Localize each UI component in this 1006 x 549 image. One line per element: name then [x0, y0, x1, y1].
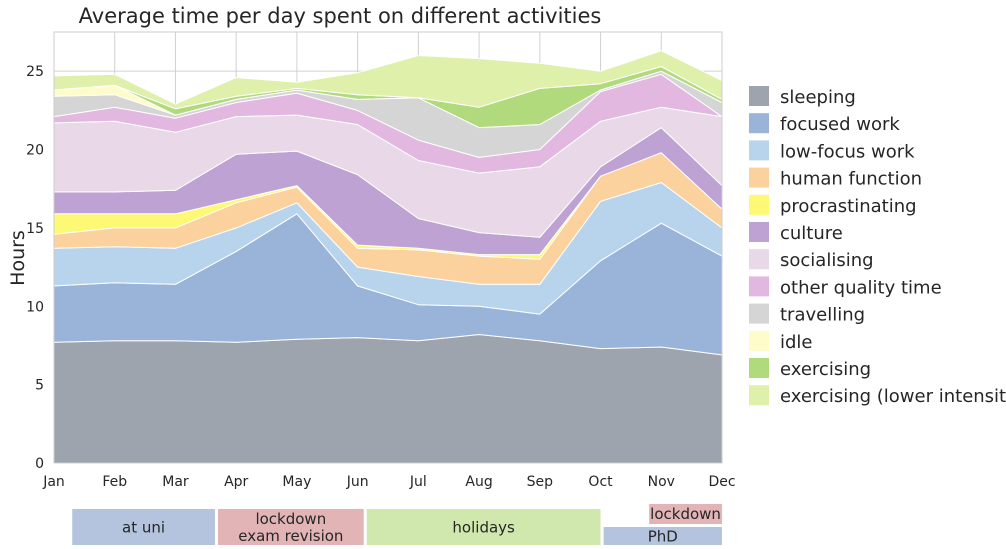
x-tick-label: Nov [648, 474, 675, 490]
area-sleeping [53, 334, 723, 464]
period-band [217, 509, 364, 546]
x-tick-label: Jun [346, 474, 369, 490]
legend-label: socialising [780, 250, 874, 271]
y-tick-label: 5 [35, 378, 44, 394]
plot-border [53, 31, 723, 464]
period-label: lockdown [650, 505, 721, 523]
legend-swatch [749, 358, 769, 378]
period-band [72, 509, 215, 546]
period-label: lockdown exam revision [238, 510, 343, 545]
x-tick-label: Feb [102, 474, 127, 490]
legend-swatch [749, 249, 769, 270]
legend-swatch [749, 385, 769, 406]
legend-swatch [749, 303, 769, 324]
legend-label: focused work [780, 114, 900, 135]
legend-swatch [749, 276, 769, 297]
chart-title: Average time per day spent on different … [79, 4, 602, 28]
x-tick-label: Mar [162, 474, 189, 490]
x-tick-label: Apr [224, 474, 248, 490]
period-bands: at uni lockdown exam revision holidays PhD lo… [72, 504, 722, 546]
period-label: at uni [122, 519, 165, 537]
x-tick-label: Aug [465, 474, 492, 490]
y-axis-label: Hours [7, 230, 29, 286]
x-tick-label: May [282, 474, 311, 490]
y-tick-label: 20 [26, 143, 44, 159]
x-tick-label: Oct [588, 474, 613, 490]
period-label: holidays [452, 519, 515, 537]
legend-label: idle [780, 332, 813, 353]
x-tick-labels: Jan Feb Mar Apr May Jun Jul Aug Sep Oct Nov Dec [42, 474, 735, 490]
y-tick-label: 0 [35, 456, 44, 472]
legend-label: other quality time [780, 277, 942, 298]
legend-swatch [749, 222, 769, 242]
legend-swatch [749, 167, 769, 188]
legend-label: exercising [780, 359, 871, 380]
legend-label: culture [780, 223, 843, 244]
x-tick-label: Jan [42, 474, 65, 490]
plot-frame [53, 31, 723, 464]
y-tick-label: 10 [26, 299, 44, 315]
legend-swatch [749, 194, 769, 215]
legend-label: human function [780, 169, 922, 190]
legend-swatch [749, 140, 769, 161]
legend-label: travelling [780, 305, 865, 326]
x-tick-label: Jul [409, 474, 427, 490]
period-label: PhD [648, 528, 678, 546]
x-tick-label: Dec [708, 474, 735, 490]
legend-label: sleeping [780, 87, 856, 108]
y-tick-label: 25 [26, 64, 44, 80]
period-band [649, 504, 722, 524]
y-tick-labels: 0 5 10 15 20 25 [26, 64, 44, 472]
stacked-areas [53, 50, 723, 464]
legend-label: exercising (lower intensity) [780, 386, 1006, 407]
legend-label: low-focus work [780, 141, 915, 162]
period-band [603, 527, 722, 546]
legend-swatch [749, 330, 769, 351]
period-band [366, 509, 601, 546]
legend-swatch [749, 113, 769, 134]
legend: sleeping focused work low-focus work human … [749, 86, 1006, 407]
y-tick-label: 15 [26, 221, 44, 237]
legend-label: procrastinating [780, 196, 917, 217]
legend-swatch [749, 86, 769, 106]
x-tick-label: Sep [527, 474, 554, 490]
